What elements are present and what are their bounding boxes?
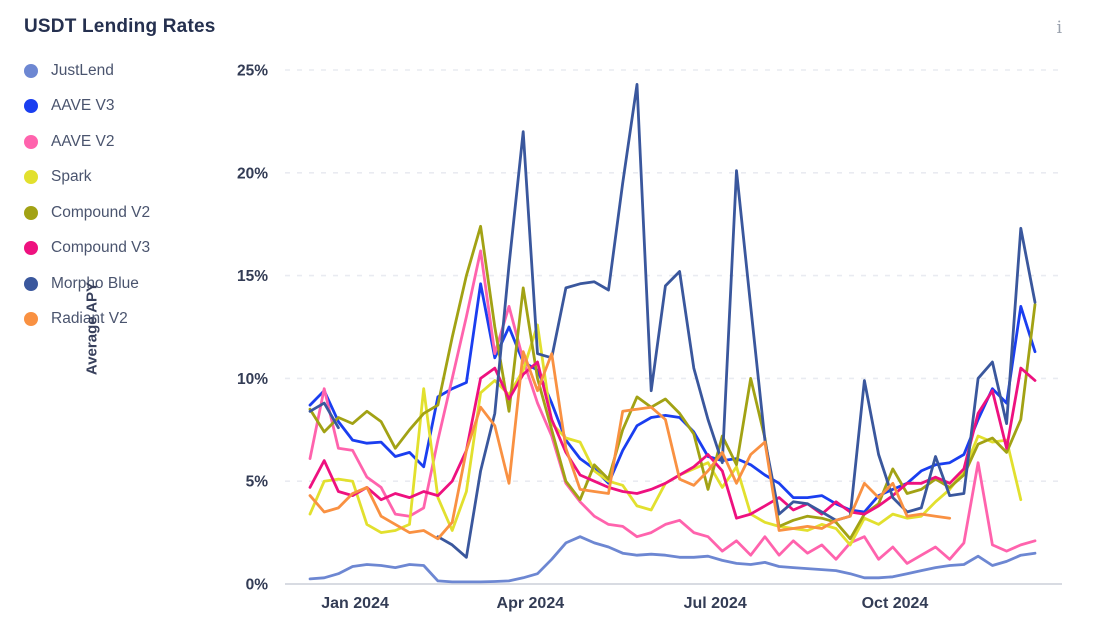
legend-swatch-icon [24,170,38,185]
x-tick-label-oct-2024: Oct 2024 [862,595,929,612]
x-tick-label-jul-2024: Jul 2024 [684,595,747,612]
legend-item-compound-v2[interactable]: Compound V2 [24,195,150,231]
legend-swatch-icon [24,99,38,114]
legend-label: Morpho Blue [51,274,139,292]
legend-swatch-icon [24,241,38,256]
series-line-compound-v3 [308,360,1037,520]
page-title: USDT Lending Rates [24,16,216,37]
y-tick-label-5: 5% [246,474,269,491]
x-tick-label-apr-2024: Apr 2024 [497,595,565,612]
series-line-radiant-v2 [308,350,952,541]
legend-label: Compound V3 [51,239,151,257]
legend-swatch-icon [24,134,38,149]
legend-item-spark[interactable]: Spark [24,160,150,196]
legend-swatch-icon [24,276,38,291]
info-icon[interactable]: i [1056,18,1062,38]
legend-item-justlend[interactable]: JustLend [24,53,150,89]
legend-swatch-icon [24,205,38,220]
series-line-aave-v3 [308,282,1037,514]
series-line-justlend [308,535,1037,584]
legend-swatch-icon [24,63,38,78]
legend-label: Radiant V2 [51,310,128,328]
y-tick-label-25: 25% [237,63,268,80]
x-tick-label-jan-2024: Jan 2024 [321,595,389,612]
legend-item-morpho-blue[interactable]: Morpho Blue [24,266,150,302]
legend: JustLend AAVE V3 AAVE V2 Spark Compound V2 Co… [24,53,150,337]
legend-label: Spark [51,168,92,186]
y-tick-label-10: 10% [237,371,268,388]
y-tick-label-15: 15% [237,268,268,285]
legend-item-compound-v3[interactable]: Compound V3 [24,231,150,267]
series-line-compound-v2 [308,224,1037,541]
series-line-morpho-blue [308,83,1037,559]
legend-label: AAVE V3 [51,97,115,115]
legend-item-radiant-v2[interactable]: Radiant V2 [24,302,150,338]
series-line-aave-v2 [308,249,1037,565]
legend-item-aave-v2[interactable]: AAVE V2 [24,124,150,160]
y-axis-label: Average APY [83,281,101,376]
legend-label: AAVE V2 [51,132,115,150]
legend-label: Compound V2 [51,203,151,221]
legend-item-aave-v3[interactable]: AAVE V3 [24,89,150,125]
y-tick-label-20: 20% [237,165,268,182]
legend-swatch-icon [24,312,38,327]
legend-label: JustLend [51,61,114,79]
y-tick-label-0: 0% [246,577,269,594]
